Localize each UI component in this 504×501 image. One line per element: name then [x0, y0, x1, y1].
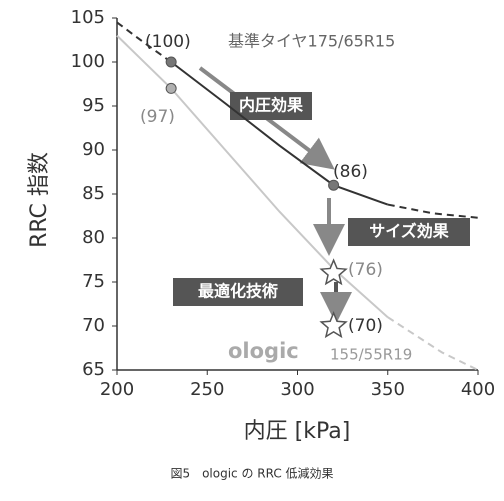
point-marker: [328, 179, 340, 191]
annotation: 内圧効果: [239, 96, 303, 115]
y-tick-label: 65: [82, 359, 105, 380]
star-marker: [319, 258, 348, 286]
label-box: [173, 278, 303, 306]
data-label: (86): [333, 162, 368, 182]
y-tick-label: 85: [82, 183, 105, 204]
point-marker: [165, 82, 177, 94]
y-tick-label: 90: [82, 139, 105, 160]
y-tick-label: 105: [71, 7, 105, 28]
curve: [387, 203, 479, 219]
annotation: サイズ効果: [369, 222, 449, 241]
data-label: (100): [145, 32, 191, 52]
y-axis-label: RRC 指数: [27, 152, 52, 248]
y-tick-label: 70: [82, 315, 105, 336]
y-tick-label: 80: [82, 227, 105, 248]
label-box: [348, 218, 470, 246]
x-axis-label: 内圧 [kPa]: [244, 419, 351, 444]
annotation: ologic: [228, 339, 299, 363]
point-marker: [165, 56, 177, 68]
annotation: 基準タイヤ175/65R15: [228, 32, 395, 51]
x-tick-label: 400: [461, 379, 495, 400]
data-label: (70): [348, 316, 383, 336]
data-label: (76): [348, 260, 383, 280]
x-tick-label: 350: [371, 379, 405, 400]
curve: [170, 61, 389, 206]
curve: [116, 34, 389, 318]
y-tick-label: 95: [82, 95, 105, 116]
x-tick-label: 200: [100, 379, 134, 400]
y-tick-label: 75: [82, 271, 105, 292]
data-label: (97): [140, 107, 175, 127]
x-tick-label: 300: [280, 379, 314, 400]
curve: [387, 316, 479, 371]
label-box: [230, 92, 312, 120]
x-tick-label: 250: [190, 379, 224, 400]
caption: 図5 ologic の RRC 低減効果: [170, 466, 333, 481]
y-tick-label: 100: [71, 51, 105, 72]
star-marker: [319, 311, 348, 339]
annotation: 155/55R19: [330, 346, 412, 364]
annotation: 最適化技術: [198, 282, 278, 301]
